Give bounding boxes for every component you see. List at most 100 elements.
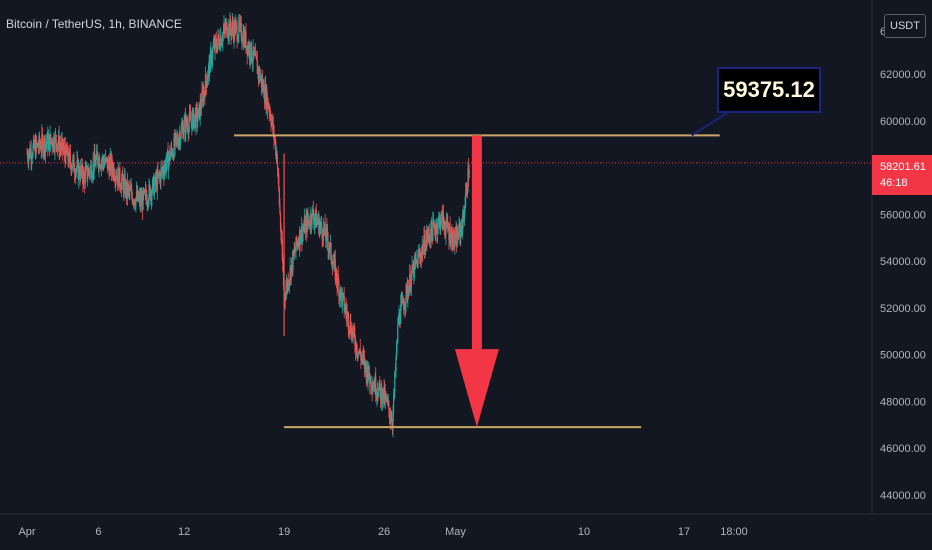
candle-body xyxy=(46,143,48,144)
y-tick-label: 44000.00 xyxy=(880,490,926,502)
candle-body xyxy=(182,131,185,138)
candle-body xyxy=(403,306,405,310)
candle-body xyxy=(440,213,442,225)
candle-body xyxy=(151,179,154,192)
candle-body xyxy=(196,107,198,109)
candle-body xyxy=(57,144,59,147)
candle-body xyxy=(453,230,455,245)
candle-body xyxy=(319,226,321,235)
candle-body xyxy=(153,183,155,196)
candle-body xyxy=(137,191,139,201)
candle-body xyxy=(460,226,463,229)
candle-body xyxy=(104,156,107,163)
candle-body xyxy=(84,170,86,184)
candle-body xyxy=(326,227,328,230)
candle-body xyxy=(166,152,168,164)
candle-body xyxy=(121,180,123,190)
candle-body xyxy=(88,169,90,172)
candle-body xyxy=(95,158,97,167)
candle-body xyxy=(134,200,136,205)
candle-body xyxy=(306,215,308,233)
candle-body xyxy=(314,218,316,221)
candle-body xyxy=(372,386,374,391)
candle-body xyxy=(205,74,207,82)
candle-body xyxy=(333,257,335,264)
candle-body xyxy=(379,380,381,388)
candle-body xyxy=(447,228,449,231)
candle-body xyxy=(268,107,270,109)
price-callout[interactable]: 59375.12 xyxy=(717,67,821,113)
candle-body xyxy=(207,76,209,81)
candle-body xyxy=(273,139,276,141)
candle-body xyxy=(97,155,99,165)
candle-body xyxy=(446,217,448,222)
candle-body xyxy=(232,23,234,30)
candle-body xyxy=(37,143,39,148)
symbol-title[interactable]: Bitcoin / TetherUS, 1h, BINANCE xyxy=(6,17,182,31)
x-tick-label: Apr xyxy=(18,526,35,538)
candle-body xyxy=(231,29,233,36)
candle-body xyxy=(340,287,342,294)
candle-body xyxy=(312,208,314,218)
candle-body xyxy=(71,166,73,168)
candle-body xyxy=(434,223,436,230)
candle-body xyxy=(270,120,273,125)
down-arrow[interactable] xyxy=(454,135,499,428)
candle-body xyxy=(119,167,121,186)
candle-body xyxy=(393,392,395,396)
price-axis-top-partial-label: 6 xyxy=(880,26,886,38)
candle-body xyxy=(405,284,407,304)
candle-body xyxy=(59,145,61,148)
candle-body xyxy=(239,22,241,27)
candle-body xyxy=(218,34,220,39)
candle-body xyxy=(229,19,232,29)
candle-body xyxy=(466,191,468,195)
candle-body xyxy=(346,313,348,317)
candle-body xyxy=(356,342,358,354)
candle-body xyxy=(256,57,258,61)
candle-body xyxy=(146,197,148,205)
y-tick-label: 56000.00 xyxy=(880,209,926,221)
candle-body xyxy=(131,195,133,203)
candle-body xyxy=(75,170,77,177)
candle-body xyxy=(81,164,83,179)
candle-body xyxy=(396,342,398,345)
x-tick-label: 10 xyxy=(578,526,590,538)
candle-body xyxy=(131,188,133,196)
candle-body xyxy=(343,293,345,295)
candle-body xyxy=(45,143,47,145)
candle-body xyxy=(442,214,445,223)
candle-body xyxy=(173,137,175,159)
candle-body xyxy=(402,297,404,304)
candle-body xyxy=(285,289,287,300)
candle-body xyxy=(263,83,265,98)
candle-body xyxy=(334,257,336,260)
candle-body xyxy=(196,108,198,123)
candle-body xyxy=(237,36,239,41)
x-tick-label: May xyxy=(445,526,466,538)
candle-body xyxy=(73,156,75,172)
candle-body xyxy=(281,239,283,260)
candle-body xyxy=(322,227,324,241)
candle-body xyxy=(398,312,401,324)
candle-body xyxy=(241,38,243,42)
candle-body xyxy=(468,169,470,178)
candle-body xyxy=(456,231,458,247)
candle-body xyxy=(104,162,106,164)
candle-body xyxy=(253,46,255,55)
candle-body xyxy=(347,313,349,330)
candle-body xyxy=(53,137,55,149)
candle-body xyxy=(397,320,399,324)
candle-body xyxy=(193,118,195,129)
candle-body xyxy=(32,146,34,157)
candle-body xyxy=(350,321,352,334)
candle-body xyxy=(384,393,386,402)
candle-body xyxy=(360,357,363,361)
currency-button[interactable]: USDT xyxy=(884,14,926,38)
candle-body xyxy=(58,135,60,153)
candle-body xyxy=(44,144,47,154)
candle-body xyxy=(204,74,207,97)
candle-body xyxy=(462,214,464,219)
candle-body xyxy=(344,310,346,312)
